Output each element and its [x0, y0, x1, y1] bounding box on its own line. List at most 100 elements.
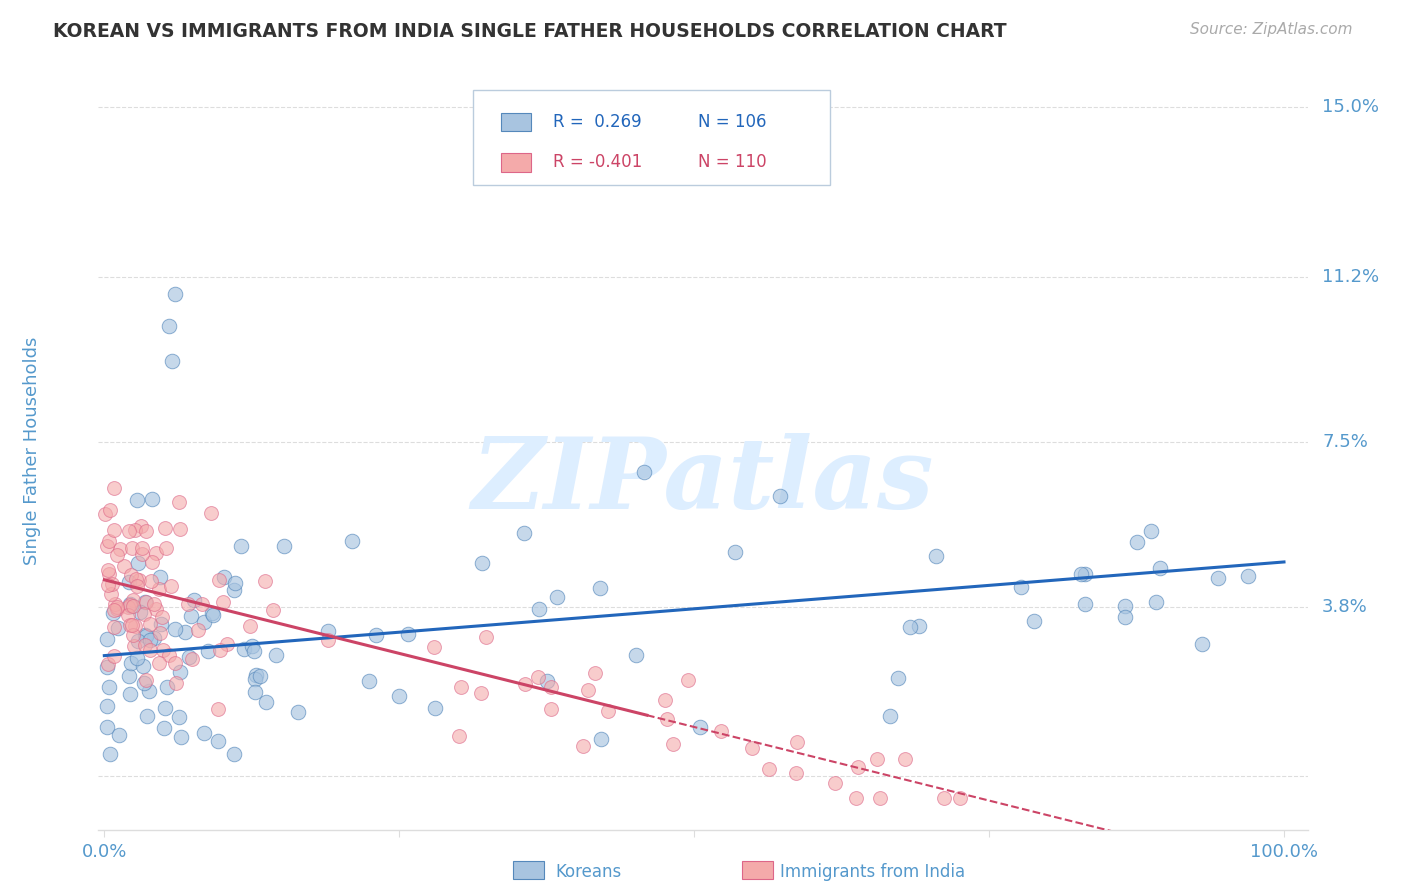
Bar [501, 112, 531, 131]
Point [201, 606, 224, 620]
Point [224, 575, 246, 590]
Point [177, 597, 200, 611]
Point [546, 590, 568, 604]
Point [1144, 595, 1167, 609]
Point [626, 648, 648, 663]
Point [105, 599, 128, 614]
Point [127, 634, 149, 648]
Point [474, 630, 496, 644]
Point [1114, 599, 1136, 614]
Point [120, 599, 142, 614]
Point [689, 720, 711, 734]
Bar [501, 153, 531, 171]
Point [163, 657, 186, 671]
Point [208, 573, 231, 587]
Text: N = 106: N = 106 [699, 113, 766, 131]
Point [153, 700, 176, 714]
Point [1074, 566, 1097, 581]
Point [848, 760, 870, 774]
Point [678, 673, 700, 688]
Point [576, 683, 599, 698]
Point [118, 687, 141, 701]
Point [105, 548, 128, 562]
Point [527, 602, 550, 616]
Point [121, 541, 143, 555]
Text: Source: ZipAtlas.com: Source: ZipAtlas.com [1189, 22, 1353, 37]
Point [139, 616, 162, 631]
Point [193, 615, 215, 630]
Point [94, 507, 117, 521]
Point [222, 747, 245, 761]
Point [513, 526, 536, 541]
FancyBboxPatch shape [474, 90, 830, 186]
Point [134, 595, 156, 609]
Point [1236, 568, 1258, 582]
Point [214, 570, 236, 584]
Text: N = 110: N = 110 [699, 153, 766, 171]
Point [571, 739, 593, 753]
Point [149, 569, 172, 583]
Point [103, 523, 125, 537]
Text: R =  0.269: R = 0.269 [553, 113, 641, 131]
Point [898, 620, 921, 634]
Bar [513, 861, 544, 879]
Point [254, 574, 277, 588]
Point [127, 651, 149, 665]
Point [447, 729, 470, 743]
Point [1149, 561, 1171, 575]
Point [96, 660, 118, 674]
Point [108, 728, 131, 742]
Point [135, 629, 157, 643]
Point [103, 648, 125, 663]
Point [138, 683, 160, 698]
Text: Immigrants from India: Immigrants from India [780, 863, 966, 881]
Point [122, 599, 145, 614]
Point [364, 628, 387, 642]
Point [103, 602, 125, 616]
Point [249, 669, 271, 683]
Point [1140, 524, 1163, 538]
Point [104, 598, 127, 612]
Point [169, 522, 191, 536]
Point [118, 597, 141, 611]
Point [121, 617, 143, 632]
Point [131, 547, 153, 561]
Point [908, 618, 931, 632]
Point [149, 617, 172, 632]
Point [893, 752, 915, 766]
Point [180, 652, 202, 666]
Text: 0.0%: 0.0% [82, 843, 127, 861]
Point [155, 541, 177, 556]
Point [245, 668, 267, 682]
Point [120, 567, 142, 582]
Point [1010, 580, 1032, 594]
Point [254, 695, 277, 709]
Text: R = -0.401: R = -0.401 [553, 153, 643, 171]
Point [97, 657, 120, 671]
Point [471, 556, 494, 570]
Point [316, 632, 339, 647]
Point [148, 656, 170, 670]
Point [134, 595, 156, 609]
Point [118, 618, 141, 632]
Point [180, 609, 202, 624]
Bar [742, 861, 773, 879]
Point [633, 465, 655, 479]
Point [758, 762, 780, 776]
Point [318, 624, 340, 639]
Point [934, 791, 956, 805]
Point [536, 673, 558, 688]
Point [245, 685, 267, 699]
Point [232, 642, 254, 657]
Point [197, 644, 219, 658]
Point [1191, 637, 1213, 651]
Point [145, 602, 167, 616]
Point [96, 720, 118, 734]
Point [120, 598, 142, 612]
Point [134, 638, 156, 652]
Point [239, 619, 262, 633]
Point [450, 680, 472, 694]
Point [824, 776, 846, 790]
Text: Koreans: Koreans [555, 863, 621, 881]
Point [129, 519, 152, 533]
